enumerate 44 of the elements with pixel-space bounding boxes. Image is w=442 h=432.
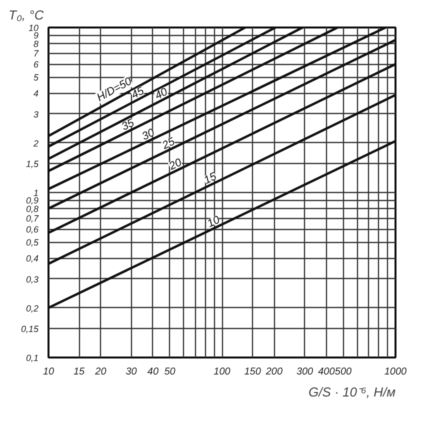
x-tick-label: 15	[73, 366, 86, 378]
text: 45	[130, 84, 147, 102]
x-axis-title: G/S · 10⁻⁶, Н/м	[308, 384, 396, 400]
text: 15	[202, 170, 220, 187]
y-tick-label: 1,5	[26, 158, 40, 169]
y-tick-label: 0,9	[26, 196, 39, 206]
x-tick-label: 400	[318, 366, 336, 378]
text: 40	[153, 86, 170, 102]
x-tick-label: 300	[296, 366, 314, 378]
y-tick-label: 9	[33, 30, 39, 41]
y-tick-label: 2	[32, 138, 39, 148]
x-tick-label: 10	[42, 366, 54, 378]
x-tick-label: 200	[264, 366, 284, 378]
x-tick-label: 500	[334, 366, 352, 378]
x-tick-label: 100	[214, 366, 231, 378]
y-tick-label: 0,3	[26, 274, 39, 284]
y-axis-title: T₀, °C	[8, 8, 44, 22]
y-tick-label: 0,6	[26, 224, 39, 235]
y-tick-label: 1	[33, 188, 39, 198]
y-tick-label: 5	[33, 72, 40, 83]
y-tick-label: 3	[33, 109, 39, 120]
x-tick-label: 40	[147, 366, 159, 378]
y-tick-label: 7	[33, 48, 40, 59]
y-tick-label: 8	[33, 38, 39, 49]
y-tick-label: 0,5	[26, 238, 40, 248]
y-tick-label: 0,4	[26, 254, 39, 264]
y-tick-label: 0,2	[26, 303, 39, 314]
text: 30	[140, 126, 158, 143]
y-tick-label: 0,15	[20, 324, 40, 334]
y-tick-label: 6	[33, 60, 39, 70]
text: 20	[166, 156, 184, 174]
x-tick-label: 30	[126, 366, 138, 378]
text: 25	[160, 135, 178, 152]
y-tick-label: 0,1	[26, 353, 39, 363]
y-tick-label: 0,8	[26, 204, 39, 214]
text: 10	[206, 214, 223, 230]
text: 35	[120, 116, 138, 134]
x-tick-label: 150	[244, 366, 262, 378]
y-tick-label: 0,7	[26, 214, 40, 224]
y-tick-label: 4	[33, 88, 39, 99]
x-tick-label: 1000	[384, 366, 408, 378]
x-tick-label: 50	[164, 366, 176, 378]
y-tick-label: 10	[28, 23, 39, 33]
x-tick-label: 20	[94, 366, 107, 378]
